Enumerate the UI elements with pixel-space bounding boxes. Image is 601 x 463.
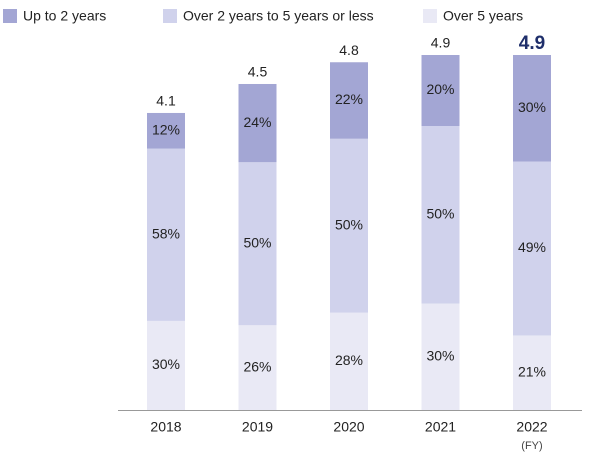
segment-label: 21% — [518, 363, 546, 379]
segment-label: 30% — [518, 99, 546, 115]
total-label: 4.9 — [519, 33, 545, 54]
segment-label: 28% — [335, 352, 363, 368]
bar-segment — [330, 138, 368, 313]
legend-swatch — [3, 9, 17, 23]
bar-segment — [330, 312, 368, 410]
total-label: 4.8 — [339, 42, 359, 58]
bar-segment — [238, 83, 277, 163]
bar-segment — [421, 126, 460, 304]
segment-label: 26% — [243, 358, 271, 374]
bar-segment — [421, 303, 460, 410]
segment-label: 12% — [152, 121, 180, 137]
bar-segment — [147, 148, 185, 321]
total-label: 4.9 — [431, 35, 451, 51]
bar-segment — [147, 112, 185, 149]
x-tick-label: 2022 — [516, 419, 547, 435]
segment-label: 50% — [426, 205, 454, 221]
legend-swatch — [423, 9, 437, 23]
legend-label: Over 2 years to 5 years or less — [183, 8, 374, 24]
segment-label: 30% — [152, 356, 180, 372]
bar-segment — [513, 161, 551, 336]
x-tick-label: 2019 — [242, 419, 273, 435]
legend-label: Over 5 years — [443, 8, 523, 24]
bar-segment — [330, 62, 368, 139]
bar-segment — [238, 162, 277, 326]
x-tick-label: 2018 — [150, 419, 181, 435]
total-label: 4.1 — [156, 93, 176, 109]
bar-segment — [513, 55, 551, 162]
x-tick-label: 2020 — [333, 419, 364, 435]
segment-label: 30% — [426, 347, 454, 363]
segment-label: 50% — [243, 234, 271, 250]
segment-label: 58% — [152, 225, 180, 241]
bar-segment — [238, 325, 277, 410]
segment-label: 24% — [243, 114, 271, 130]
x-label: (FY) — [521, 440, 542, 452]
legend-swatch — [163, 9, 177, 23]
segment-label: 22% — [335, 91, 363, 107]
x-tick-label: 2021 — [425, 419, 456, 435]
total-label: 4.5 — [248, 64, 268, 80]
bar-segment — [147, 320, 185, 410]
bar-segment — [421, 55, 460, 126]
segment-label: 49% — [518, 239, 546, 255]
segment-label: 50% — [335, 216, 363, 232]
bar-segment — [513, 335, 551, 410]
legend-label: Up to 2 years — [23, 8, 106, 24]
segment-label: 20% — [426, 81, 454, 97]
